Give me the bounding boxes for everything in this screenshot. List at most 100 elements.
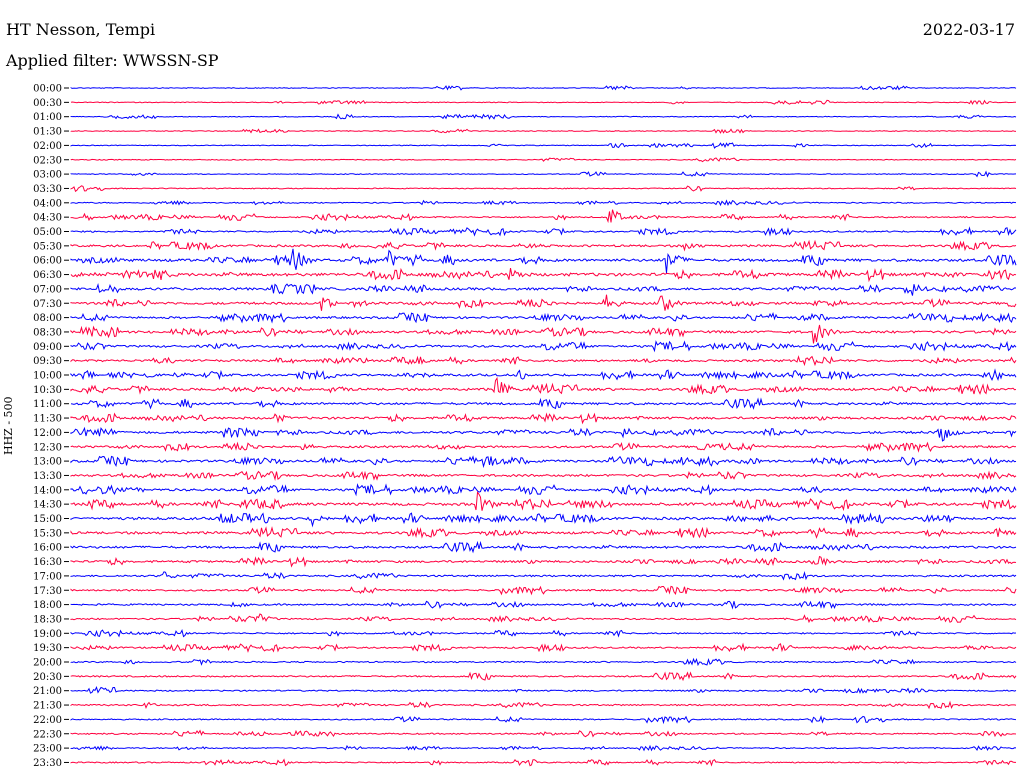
- time-tick-label: 12:00: [33, 428, 62, 439]
- time-tick-label: 17:00: [33, 571, 62, 582]
- trace-line: [70, 294, 1017, 311]
- time-tick-label: 13:00: [33, 457, 62, 468]
- time-tick-label: 21:00: [33, 686, 62, 697]
- time-tick-label: 20:00: [33, 658, 62, 669]
- time-tick-label: 22:00: [33, 715, 62, 726]
- time-tick-label: 02:30: [33, 155, 62, 166]
- time-tick-label: 18:30: [33, 614, 62, 625]
- trace-line: [70, 715, 1017, 725]
- trace-line: [70, 512, 1017, 528]
- time-tick-label: 10:00: [33, 371, 62, 382]
- trace-line: [70, 209, 1017, 224]
- station-title: HT Nesson, Tempi: [6, 20, 156, 39]
- time-tick-label: 04:30: [33, 213, 62, 224]
- time-tick-label: 17:30: [33, 586, 62, 597]
- time-tick-label: 22:30: [33, 729, 62, 740]
- trace-line: [70, 355, 1017, 367]
- trace-line: [70, 744, 1017, 752]
- trace-line: [70, 642, 1017, 653]
- trace-line: [70, 585, 1017, 596]
- trace-line: [70, 426, 1017, 442]
- time-tick-label: 14:00: [33, 485, 62, 496]
- trace-line: [70, 397, 1017, 410]
- time-tick-label: 16:00: [33, 543, 62, 554]
- time-tick-label: 06:00: [33, 256, 62, 267]
- trace-line: [70, 340, 1017, 353]
- time-tick-label: 03:00: [33, 170, 62, 181]
- time-tick-label: 08:30: [33, 327, 62, 338]
- trace-line: [70, 239, 1017, 252]
- trace-line: [70, 758, 1016, 767]
- trace-line: [70, 128, 1017, 134]
- time-tick-label: 00:00: [33, 84, 62, 95]
- time-tick-label: 16:30: [33, 557, 62, 568]
- trace-line: [70, 441, 1017, 453]
- trace-line: [70, 613, 1017, 624]
- time-tick-label: 15:00: [33, 514, 62, 525]
- time-tick-label: 19:30: [33, 643, 62, 654]
- trace-line: [70, 470, 1017, 481]
- time-tick-label: 03:30: [33, 184, 62, 195]
- trace-line: [70, 311, 1017, 324]
- trace-line: [70, 600, 1017, 610]
- time-tick-label: 06:30: [33, 270, 62, 281]
- trace-line: [70, 170, 1017, 178]
- time-tick-label: 05:30: [33, 241, 62, 252]
- date-label: 2022-03-17: [922, 20, 1015, 39]
- trace-line: [70, 686, 1017, 694]
- trace-line: [70, 226, 1017, 237]
- trace-line: [70, 455, 1017, 469]
- time-tick-label: 00:30: [33, 98, 62, 109]
- time-tick-label: 10:30: [33, 385, 62, 396]
- time-tick-label: 08:00: [33, 313, 62, 324]
- trace-line: [70, 571, 1017, 581]
- trace-line: [70, 248, 1017, 273]
- time-tick-label: 20:30: [33, 672, 62, 683]
- time-tick-label: 01:00: [33, 112, 62, 123]
- time-tick-label: 01:30: [33, 127, 62, 138]
- time-tick-label: 09:00: [33, 342, 62, 353]
- trace-line: [70, 113, 1017, 120]
- time-tick-label: 21:30: [33, 701, 62, 712]
- trace-line: [70, 412, 1017, 425]
- trace-line: [70, 700, 1017, 710]
- time-tick-label: 02:00: [33, 141, 62, 152]
- trace-line: [70, 671, 1017, 682]
- trace-line: [70, 324, 1017, 344]
- time-tick-label: 11:00: [33, 399, 62, 410]
- time-tick-label: 07:30: [33, 299, 62, 310]
- trace-line: [70, 629, 1017, 638]
- trace-line: [70, 185, 1017, 193]
- trace-line: [70, 526, 1017, 539]
- time-tick-label: 12:30: [33, 442, 62, 453]
- trace-line: [70, 483, 1017, 497]
- trace-line: [70, 199, 1017, 207]
- time-tick-label: 04:00: [33, 198, 62, 209]
- trace-line: [70, 540, 1017, 554]
- time-tick-label: 23:00: [33, 744, 62, 755]
- time-tick-label: 13:30: [33, 471, 62, 482]
- trace-line: [70, 555, 1017, 568]
- trace-line: [70, 142, 1017, 149]
- time-tick-label: 18:00: [33, 600, 62, 611]
- trace-line: [70, 85, 1017, 91]
- time-tick-label: 07:00: [33, 284, 62, 295]
- trace-line: [70, 491, 1017, 512]
- trace-line: [70, 729, 1017, 738]
- trace-line: [70, 157, 1017, 163]
- time-tick-label: 05:00: [33, 227, 62, 238]
- trace-line: [70, 368, 1017, 382]
- filter-label: Applied filter: WWSSN-SP: [6, 51, 219, 70]
- time-tick-label: 23:30: [33, 758, 62, 769]
- trace-line: [70, 282, 1017, 296]
- time-tick-label: 19:00: [33, 629, 62, 640]
- trace-line: [70, 376, 1017, 396]
- time-tick-label: 11:30: [33, 414, 62, 425]
- time-tick-label: 09:30: [33, 356, 62, 367]
- time-tick-label: 14:30: [33, 500, 62, 511]
- trace-line: [70, 657, 1017, 667]
- trace-line: [70, 99, 1017, 106]
- trace-line: [70, 267, 1017, 283]
- time-tick-label: 15:30: [33, 528, 62, 539]
